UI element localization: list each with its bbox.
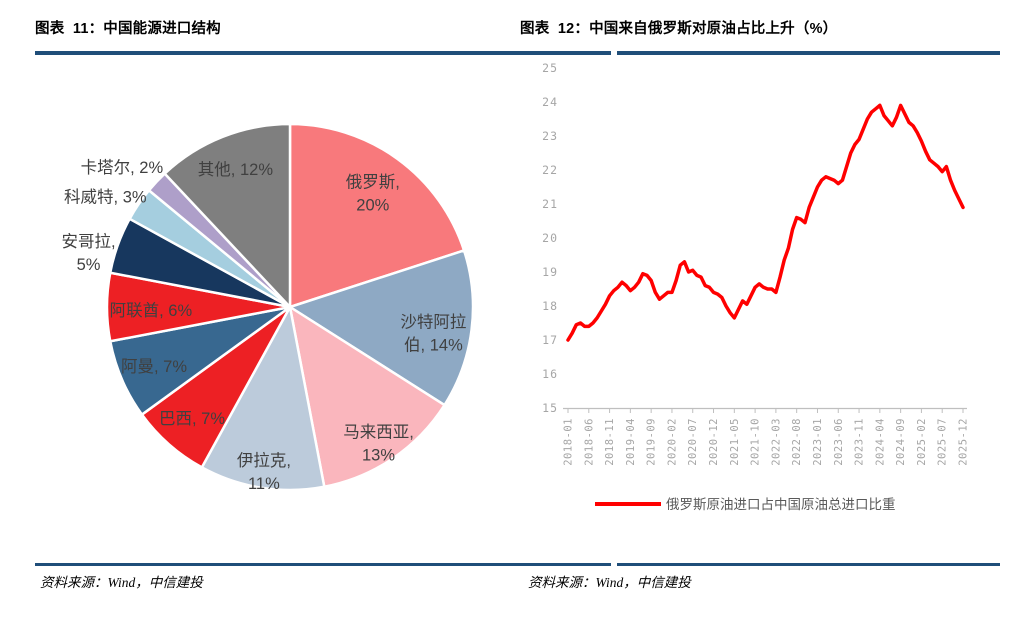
x-axis-tick-label: 2024-09 bbox=[895, 418, 907, 466]
x-axis-tick-label: 2018-01 bbox=[563, 418, 575, 466]
y-axis-tick-label: 19 bbox=[542, 265, 558, 279]
y-axis-tick-label: 21 bbox=[542, 197, 558, 211]
x-axis-tick-label: 2025-07 bbox=[937, 418, 949, 466]
figure-12-footer-rule bbox=[617, 563, 1000, 566]
x-axis-tick-label: 2021-05 bbox=[729, 418, 741, 466]
pie-slice-label: 11% bbox=[248, 475, 280, 493]
line-chart: 15 16 17 18 19 20 21 22 23 24 25 2018-01 2018-06 2018… bbox=[542, 61, 970, 512]
y-axis-tick-label: 16 bbox=[542, 367, 558, 381]
pie-slice-label: 阿曼, 7% bbox=[121, 357, 187, 376]
pie-slice-label: 马来西亚, bbox=[343, 423, 414, 442]
figure-11-title: 图表 11：中国能源进口结构 bbox=[35, 21, 221, 37]
y-axis-tick-label: 24 bbox=[542, 95, 558, 109]
figure-12-title: 图表 12：中国来自俄罗斯对原油占比上升（%） bbox=[520, 21, 838, 37]
pie-slice-2 bbox=[288, 249, 475, 407]
pie-slice-label: 沙特阿拉 bbox=[400, 313, 466, 332]
x-axis-tick-label: 2020-12 bbox=[708, 418, 720, 466]
x-axis-tick-label: 2018-11 bbox=[604, 418, 616, 466]
figure-11-header-rule bbox=[35, 51, 611, 55]
y-axis-tick-label: 25 bbox=[542, 61, 558, 75]
figure-12-header-rule bbox=[617, 51, 1000, 55]
pie-slice-11 bbox=[163, 122, 292, 309]
pie-slice-label: 科威特, 3% bbox=[64, 188, 147, 207]
trend-line bbox=[566, 103, 965, 342]
pie-slice-label: 5% bbox=[77, 256, 101, 274]
x-axis-tick-label: 2018-06 bbox=[583, 418, 595, 466]
pie-slice-3 bbox=[288, 305, 446, 489]
x-axis-tick-label: 2025-12 bbox=[958, 418, 970, 466]
x-axis-tick-label: 2023-11 bbox=[854, 418, 866, 466]
x-axis-tick-label: 2019-04 bbox=[625, 418, 637, 466]
pie-slice-label: 伯, 14% bbox=[404, 336, 463, 355]
y-axis-tick-label: 20 bbox=[542, 231, 558, 245]
x-axis-tick-label: 2024-04 bbox=[874, 418, 886, 466]
pie-slice-1 bbox=[288, 122, 466, 309]
pie-slice-label: 巴西, 7% bbox=[159, 410, 225, 428]
pie-slice-label: 卡塔尔, 2% bbox=[81, 158, 164, 177]
x-axis-tick-label: 2020-02 bbox=[666, 418, 678, 466]
pie-slice-label: 20% bbox=[356, 197, 389, 215]
pie-slice-label: 安哥拉, bbox=[61, 232, 115, 251]
y-axis-tick-label: 18 bbox=[542, 299, 558, 313]
figure-12-source-note: 资料来源：Wind，中信建投 bbox=[528, 575, 691, 590]
legend-label: 俄罗斯原油进口占中国原油总进口比重 bbox=[666, 497, 896, 512]
pie-slice-label: 伊拉克, bbox=[237, 451, 291, 470]
y-axis-tick-label: 15 bbox=[542, 401, 558, 415]
x-axis-tick-label: 2019-09 bbox=[646, 418, 658, 466]
x-axis-tick-label: 2023-01 bbox=[812, 418, 824, 466]
pie-slice-label: 俄罗斯, bbox=[346, 173, 400, 192]
x-axis-tick-label: 2021-10 bbox=[750, 418, 762, 466]
y-axis-tick-label: 23 bbox=[542, 129, 558, 143]
x-axis-tick-label: 2025-02 bbox=[916, 418, 928, 466]
x-axis-tick-label: 2023-06 bbox=[833, 418, 845, 466]
figure-11-source-note: 资料来源：Wind，中信建投 bbox=[40, 575, 203, 590]
pie-slice-label: 阿联酋, 6% bbox=[110, 301, 193, 320]
figure-11-footer-rule bbox=[35, 563, 611, 566]
pie-slice-4 bbox=[200, 305, 326, 492]
x-axis-tick-label: 2022-08 bbox=[791, 418, 803, 466]
x-axis-tick-label: 2020-07 bbox=[687, 418, 699, 466]
x-axis-tick-label: 2022-03 bbox=[770, 418, 782, 466]
y-axis-tick-label: 22 bbox=[542, 163, 558, 177]
y-axis-tick-label: 17 bbox=[542, 333, 558, 347]
pie-slice-label: 13% bbox=[362, 447, 395, 465]
pie-slice-label: 其他, 12% bbox=[198, 160, 274, 179]
